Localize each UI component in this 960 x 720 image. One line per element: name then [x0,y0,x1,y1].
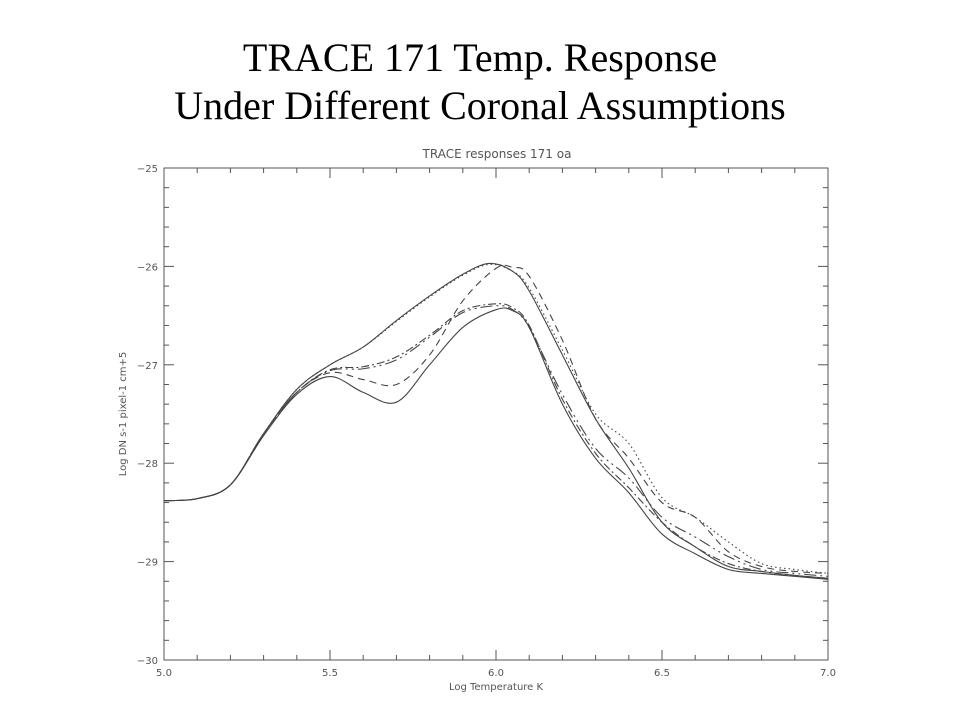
series-line-2 [163,263,829,574]
x-tick-label: 5.5 [322,668,338,679]
x-axis: 5.0 5.5 6.0 6.5 7.0 [156,168,836,679]
y-tick-label: −26 [137,262,158,273]
series-line-3 [163,264,829,574]
x-axis-label: Log Temperature K [449,682,544,693]
series-layer [163,262,829,580]
y-tick-label: −28 [137,459,158,470]
x-tick-label: 5.0 [156,668,172,679]
y-tick-label: −30 [137,656,158,667]
y-axis-label: Log DN s-1 pixel-1 cm+5 [118,352,129,477]
series-line-4 [163,303,829,579]
y-tick-label: −27 [137,361,158,372]
slide-title-line-2: Under Different Coronal Assumptions [174,83,786,128]
series-line-5 [163,305,829,577]
slide-title-line-1: TRACE 171 Temp. Response [242,35,718,80]
slide-title: TRACE 171 Temp. Response Under Different… [0,34,960,130]
y-tick-label: −25 [137,164,158,175]
plot-frame [163,167,829,661]
y-tick-label: −29 [137,558,158,569]
series-line-1 [163,262,829,579]
x-tick-label: 7.0 [820,668,836,679]
plot-title: TRACE responses 171 oa [422,147,572,161]
y-axis: −30 −29 −28 −27 −26 −25 [137,164,828,667]
x-tick-label: 6.5 [654,668,670,679]
series-line-6 [163,307,829,580]
x-tick-label: 6.0 [488,668,504,679]
